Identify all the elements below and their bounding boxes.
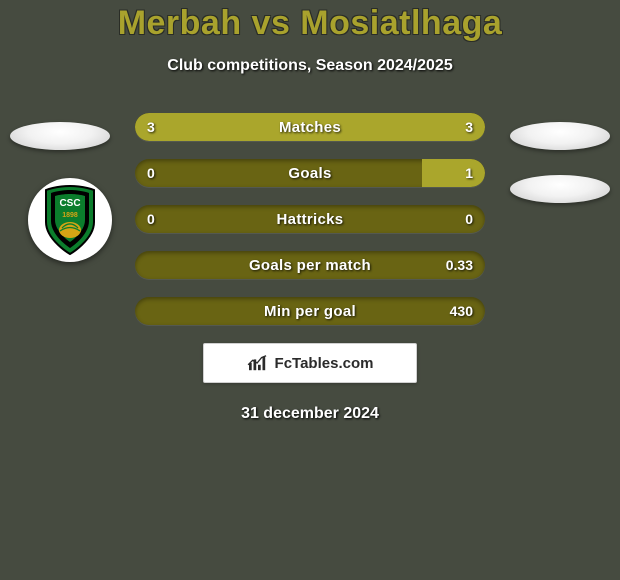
stat-label: Hattricks	[135, 205, 485, 233]
stat-row: 01Goals	[135, 159, 485, 187]
attribution-text: FcTables.com	[275, 355, 374, 372]
date-text: 31 december 2024	[0, 405, 620, 423]
stat-label: Matches	[135, 113, 485, 141]
bar-chart-icon	[247, 354, 269, 372]
stat-label: Goals per match	[135, 251, 485, 279]
stat-row: 430Min per goal	[135, 297, 485, 325]
stat-rows: 33Matches 01Goals 00Hattricks 0.33Goals per…	[0, 113, 620, 325]
stat-row: 33Matches	[135, 113, 485, 141]
stat-row: 00Hattricks	[135, 205, 485, 233]
infographic-container: Merbah vs Mosiatlhaga Club competitions,…	[0, 0, 620, 580]
attribution-badge: FcTables.com	[203, 343, 417, 383]
page-title: Merbah vs Mosiatlhaga	[0, 4, 620, 43]
stat-label: Min per goal	[135, 297, 485, 325]
stat-label: Goals	[135, 159, 485, 187]
subtitle: Club competitions, Season 2024/2025	[0, 57, 620, 75]
stat-row: 0.33Goals per match	[135, 251, 485, 279]
